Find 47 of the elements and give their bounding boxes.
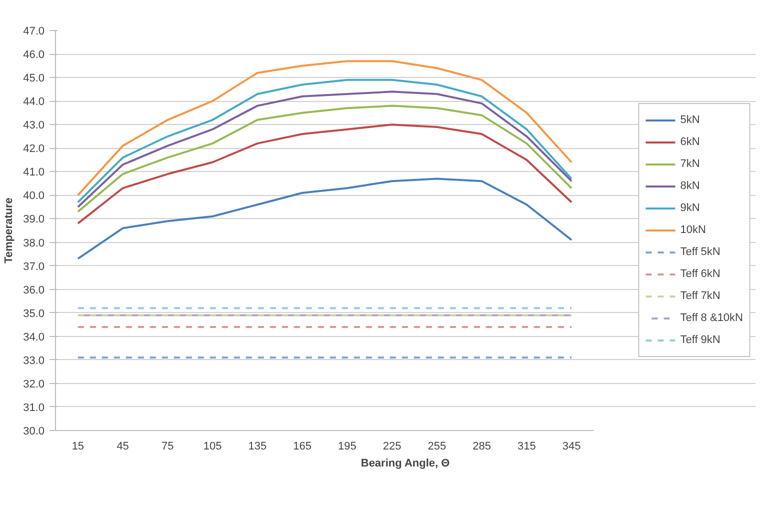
y-tick-label: 32.0	[23, 378, 45, 390]
x-tick-label: 15	[72, 440, 84, 452]
y-tick-label: 38.0	[23, 237, 45, 250]
x-tick-label: 345	[562, 440, 581, 452]
x-tick-label: 105	[203, 440, 222, 452]
y-tick-label: 45.0	[23, 72, 45, 85]
x-axis-title: Bearing Angle, Θ	[360, 458, 450, 470]
y-tick-label: 36.0	[23, 284, 45, 296]
legend-label: 10kN	[680, 223, 706, 237]
legend-label: 7kN	[680, 157, 700, 171]
y-tick-label: 37.0	[23, 260, 45, 273]
legend-label: Teff 5kN	[680, 245, 720, 259]
y-tick-label: 41.0	[23, 166, 45, 179]
legend-label: 5kN	[680, 113, 700, 127]
legend-label: Teff 9kN	[680, 333, 720, 347]
line-series	[76, 60, 573, 196]
y-tick-label: 42.0	[23, 143, 45, 156]
y-tick-label: 46.0	[23, 49, 45, 62]
line-series	[76, 124, 573, 224]
y-tick-label: 35.0	[23, 308, 45, 320]
y-tick-label: 30.0	[23, 426, 45, 438]
line-series	[76, 178, 573, 260]
x-tick-label: 315	[517, 440, 536, 452]
legend-label: Teff 6kN	[680, 267, 720, 281]
x-tick-label: 285	[472, 440, 491, 452]
y-tick-label: 44.0	[23, 96, 45, 108]
y-tick-label: 31.0	[23, 402, 45, 414]
legend-label: 8kN	[680, 179, 700, 193]
y-tick-label: 39.0	[23, 214, 45, 226]
x-tick-label: 195	[338, 440, 356, 452]
line-series	[76, 104, 573, 213]
y-tick-label: 33.0	[23, 354, 45, 367]
y-axis-title: Temperature	[3, 198, 16, 264]
x-tick-label: 165	[293, 440, 312, 452]
y-tick-label: 47.0	[23, 26, 45, 38]
x-tick-label: 75	[162, 440, 174, 452]
legend-label: Teff 8 &10kN	[680, 311, 743, 325]
y-tick-label: 40.0	[23, 190, 45, 202]
x-tick-label: 45	[116, 440, 129, 452]
y-tick-label: 43.0	[23, 120, 45, 132]
x-tick-label: 225	[382, 440, 402, 452]
legend-label: 6kN	[680, 135, 700, 149]
y-tick-label: 34.0	[23, 331, 45, 344]
legend-label: 9kN	[680, 201, 700, 215]
x-tick-label: 135	[248, 440, 267, 452]
legend-label: Teff 7kN	[680, 289, 720, 303]
x-tick-label: 255	[428, 440, 446, 452]
